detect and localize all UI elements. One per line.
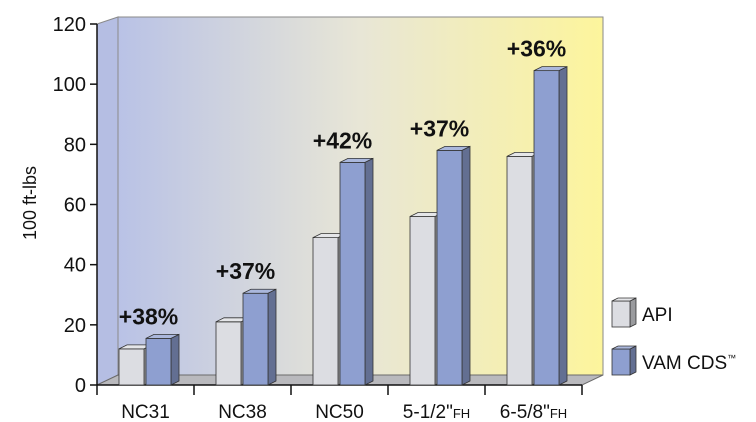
legend-swatch-side — [629, 297, 637, 328]
bar-front — [506, 155, 533, 386]
legend-swatch-vam-cds — [611, 345, 637, 376]
bar-front — [312, 237, 339, 386]
x-tick-label: 6-5/8"FH — [500, 402, 567, 422]
annotations-layer: +38% +37% +42% +37% +36% — [119, 36, 566, 330]
increase-annotation: +37% — [410, 115, 469, 141]
legend-swatch-api — [611, 297, 637, 328]
y-tick-label: 60 — [64, 195, 86, 217]
bar-front — [118, 348, 145, 386]
bar-vam-cds — [242, 288, 277, 386]
bar-front — [242, 292, 269, 386]
y-tick-label: 100 — [53, 74, 86, 96]
bar-side — [558, 65, 568, 386]
bar-vam-cds — [339, 157, 374, 386]
increase-annotation: +37% — [216, 258, 275, 284]
x-tick-label: 5-1/2"FH — [403, 402, 470, 422]
bars-layer — [118, 65, 568, 386]
bar-api — [215, 317, 250, 386]
bar-side — [267, 288, 277, 386]
bar-top — [339, 157, 374, 163]
legend-swatch-top — [611, 345, 637, 350]
increase-annotation: +38% — [119, 303, 178, 329]
legend-swatch-top — [611, 297, 637, 302]
bar-front — [533, 70, 560, 386]
bar-top — [533, 66, 568, 72]
y-tick-label: 80 — [64, 134, 86, 156]
increase-annotation: +42% — [313, 127, 372, 153]
legend-label: API — [642, 305, 673, 326]
bar-top — [242, 288, 277, 294]
y-tick-label: 120 — [53, 14, 86, 36]
bar-top — [145, 333, 180, 339]
bar-vam-cds — [533, 65, 568, 386]
y-tick-label: 0 — [75, 375, 86, 397]
bar-front — [215, 321, 242, 386]
y-axis: 0 20 40 60 80 100 120 — [53, 14, 98, 397]
legend-swatch-side — [629, 345, 637, 376]
bar-top — [436, 145, 471, 151]
bar-side — [461, 145, 471, 386]
x-axis — [96, 384, 583, 395]
bar-vam-cds — [145, 333, 180, 386]
bar-front — [436, 149, 463, 386]
side-wall — [96, 16, 119, 386]
bar-front — [339, 161, 366, 386]
x-tick-label: NC31 — [121, 402, 170, 422]
bar-front — [409, 216, 436, 386]
category-labels: NC31 NC38 NC50 5-1/2"FH 6-5/8"FH — [121, 402, 567, 422]
x-tick-label: NC50 — [315, 402, 364, 422]
x-tick-label: NC38 — [218, 402, 267, 422]
legend-label: VAM CDS™ — [642, 353, 736, 374]
legend: API VAM CDS™ — [611, 297, 736, 376]
bar-vam-cds — [436, 145, 471, 386]
bar-side — [364, 157, 374, 386]
y-tick-label: 40 — [64, 255, 86, 277]
increase-annotation: +36% — [507, 36, 566, 62]
y-axis-title: 100 ft-lbs — [20, 166, 40, 240]
bar-side — [170, 333, 180, 386]
legend-swatch-front — [611, 300, 631, 328]
legend-swatch-front — [611, 348, 631, 376]
bar-front — [145, 337, 172, 386]
y-tick-label: 20 — [64, 315, 86, 337]
